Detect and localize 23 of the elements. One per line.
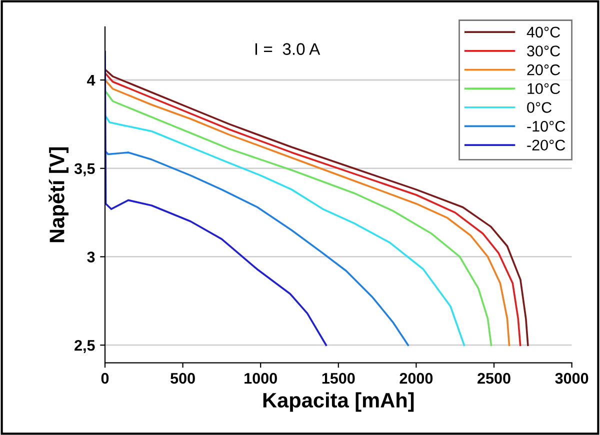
legend-label: -20°C bbox=[527, 140, 566, 151]
y-tick-label: 3,5 bbox=[74, 163, 95, 176]
y-tick-label: 2,5 bbox=[74, 340, 95, 354]
y-tick-label: 3 bbox=[87, 252, 95, 262]
x-tick-label: 2000 bbox=[400, 372, 433, 384]
x-tick-label: 0 bbox=[101, 372, 109, 384]
legend-label: 20°C bbox=[527, 64, 560, 76]
x-tick-label: 2500 bbox=[478, 372, 510, 384]
annotation: I = 3.0 A bbox=[255, 43, 320, 55]
legend-label: 40°C bbox=[526, 26, 560, 38]
x-tick-label: 500 bbox=[170, 372, 195, 384]
y-axis-title: Napětí [V] bbox=[48, 147, 68, 242]
x-tick-label: 1000 bbox=[244, 372, 277, 384]
x-tick-label: 1500 bbox=[322, 372, 355, 384]
legend-label: 0°C bbox=[527, 102, 552, 113]
legend-label: 10°C bbox=[528, 83, 560, 94]
legend-label: 30°C bbox=[527, 46, 560, 56]
line-series bbox=[105, 150, 410, 346]
legend-label: -10°C bbox=[527, 120, 566, 132]
x-tick-label: 3000 bbox=[555, 372, 588, 384]
y-tick-label: 4 bbox=[87, 75, 96, 86]
line-series bbox=[105, 114, 466, 346]
x-axis-title: Kapacita [mAh] bbox=[263, 392, 414, 412]
